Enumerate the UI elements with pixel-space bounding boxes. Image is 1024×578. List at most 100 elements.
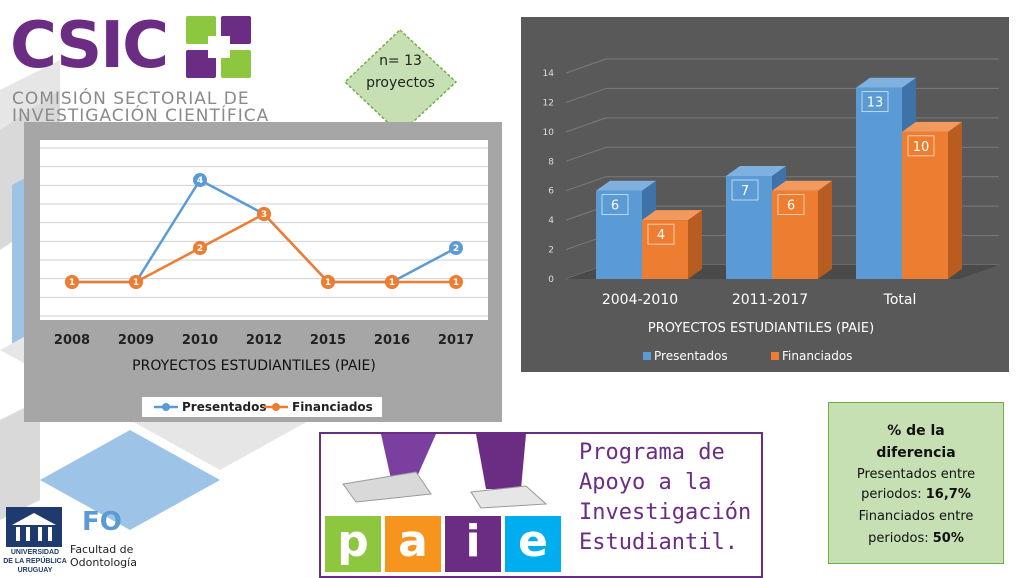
x-tick-label: 2009 <box>118 333 154 348</box>
difference-label-funded: periodos: <box>868 531 933 546</box>
legend-label-presentados: Presentados <box>182 400 267 414</box>
data-point-financiados <box>193 241 207 255</box>
y-tick-label: 4 <box>548 216 554 226</box>
y-tick-label: 0 <box>548 275 554 285</box>
paie-letter-a: a <box>385 516 441 572</box>
walking-legs-illustration <box>342 434 548 509</box>
x-tick-label: 2016 <box>374 333 410 348</box>
difference-value-presented: 16,7% <box>925 487 971 502</box>
gridline-side <box>565 146 607 162</box>
line-chart: 2008200920102012201520162017114311211231… <box>40 140 488 417</box>
bar-face <box>902 131 948 279</box>
data-point-financiados <box>449 275 463 289</box>
difference-label-presented: periodos: <box>861 487 926 502</box>
university-building-icon <box>6 507 62 547</box>
bar-top <box>596 180 656 191</box>
bar-top <box>902 121 962 132</box>
x-tick-label: 2004-2010 <box>602 292 678 308</box>
x-tick-label: 2015 <box>310 333 346 348</box>
csic-logo-subtitle-2: INVESTIGACIÓN CIENTÍFICA <box>12 106 270 126</box>
x-tick-label: 2010 <box>182 333 218 348</box>
x-tick-label: 2008 <box>54 333 90 348</box>
gridline-side <box>565 58 607 74</box>
difference-value-funded: 50% <box>932 531 964 546</box>
data-label: 2 <box>197 244 203 254</box>
difference-heading-2: diferencia <box>876 445 956 461</box>
difference-line-1: Presentados entre <box>856 467 976 482</box>
csic-logo-mark-icon <box>186 16 251 78</box>
data-label-box <box>731 179 759 201</box>
data-point-financiados <box>321 275 335 289</box>
bar-side <box>688 210 702 279</box>
x-tick-label: 2012 <box>246 333 282 348</box>
legend-marker-presentados <box>162 403 170 411</box>
university-name-3: URUGUAY <box>17 567 53 574</box>
csic-logo-subtitle-1: COMISIÓN SECTORIAL DE <box>12 89 250 109</box>
gridline-side <box>565 176 607 192</box>
csic-logo-text: CSIC <box>10 9 169 83</box>
data-point-presentados <box>193 173 207 187</box>
bar-face <box>856 87 902 279</box>
data-point-financiados <box>65 275 79 289</box>
line-plot-area <box>40 140 488 320</box>
data-point-presentados <box>449 241 463 255</box>
y-tick-label: 2 <box>548 246 554 256</box>
data-label: 1 <box>133 278 139 288</box>
data-label-box <box>777 194 805 216</box>
data-label-box <box>647 223 675 245</box>
paie-letter-i: i <box>445 516 501 572</box>
difference-heading-1: % de la <box>887 423 945 439</box>
data-label: 13 <box>867 96 884 111</box>
gridline-side <box>565 117 607 133</box>
data-label: 6 <box>787 199 795 214</box>
paie-title-line-1: Programa de <box>579 440 725 465</box>
difference-box: % de la diferencia Presentados entre per… <box>828 402 1004 564</box>
y-tick-label: 12 <box>543 98 554 108</box>
bar-side <box>948 121 962 279</box>
legend-swatch-financiados <box>771 352 779 360</box>
data-label: 7 <box>741 184 749 199</box>
bar-financiados: 10 <box>902 121 962 279</box>
data-label: 4 <box>197 176 203 186</box>
faculty-logo: UNIVERSIDAD DE LA REPÚBLICA URUGUAY FO F… <box>0 505 140 576</box>
data-label-box <box>601 194 629 216</box>
data-label: 1 <box>69 278 75 288</box>
project-count-badge: n= 13 proyectos <box>343 28 458 136</box>
legend-label-presentados: Presentados <box>654 349 728 363</box>
bar-chart-title: PROYECTOS ESTUDIANTILES (PAIE) <box>648 321 874 336</box>
bar-chart: 0 2 4 6 8 10 12 14 6 4 2004-2010 7 6 2011-2017 13 10 Tot… <box>521 17 1009 372</box>
bar-top <box>642 210 702 221</box>
line-chart-title: PROYECTOS ESTUDIANTILES (PAIE) <box>132 358 376 374</box>
data-point-financiados <box>257 207 271 221</box>
x-tick-label: 2011-2017 <box>732 292 808 308</box>
legend-swatch-presentados <box>643 352 651 360</box>
difference-line-2: periodos: 16,7% <box>829 485 1003 505</box>
university-name-1: UNIVERSIDAD <box>10 549 60 556</box>
bar-financiados: 6 <box>772 180 832 279</box>
data-label: 3 <box>261 210 267 220</box>
bar-financiados: 4 <box>642 210 702 279</box>
line-chart-legend: Presentados Financiados <box>142 397 382 417</box>
paie-title-line-3: Investigación <box>579 500 752 525</box>
x-tick-label: Total <box>883 292 917 308</box>
data-point-financiados <box>129 275 143 289</box>
data-label: 1 <box>389 278 395 288</box>
data-point-financiados <box>385 275 399 289</box>
y-tick-label: 14 <box>543 69 555 79</box>
legend-box <box>142 397 382 417</box>
data-label-box <box>907 135 935 157</box>
legend-label-financiados: Financiados <box>782 349 852 363</box>
data-label-box <box>861 91 889 113</box>
data-label: 2 <box>453 244 459 254</box>
paie-letters: p a i e <box>325 516 565 572</box>
data-label: 10 <box>913 140 930 155</box>
data-label: 1 <box>325 278 331 288</box>
faculty-fo-mark: FO <box>82 507 122 537</box>
csic-logo: CSIC COMISIÓN SECTORIAL DE INVESTIGACIÓN… <box>8 9 268 125</box>
bar-top <box>772 180 832 191</box>
paie-title-line-4: Estudiantil. <box>579 530 738 555</box>
paie-letter-e: e <box>505 516 561 572</box>
legend-label-financiados: Financiados <box>292 400 373 414</box>
y-tick-label: 8 <box>548 157 554 167</box>
paie-letter-p: p <box>325 516 381 572</box>
